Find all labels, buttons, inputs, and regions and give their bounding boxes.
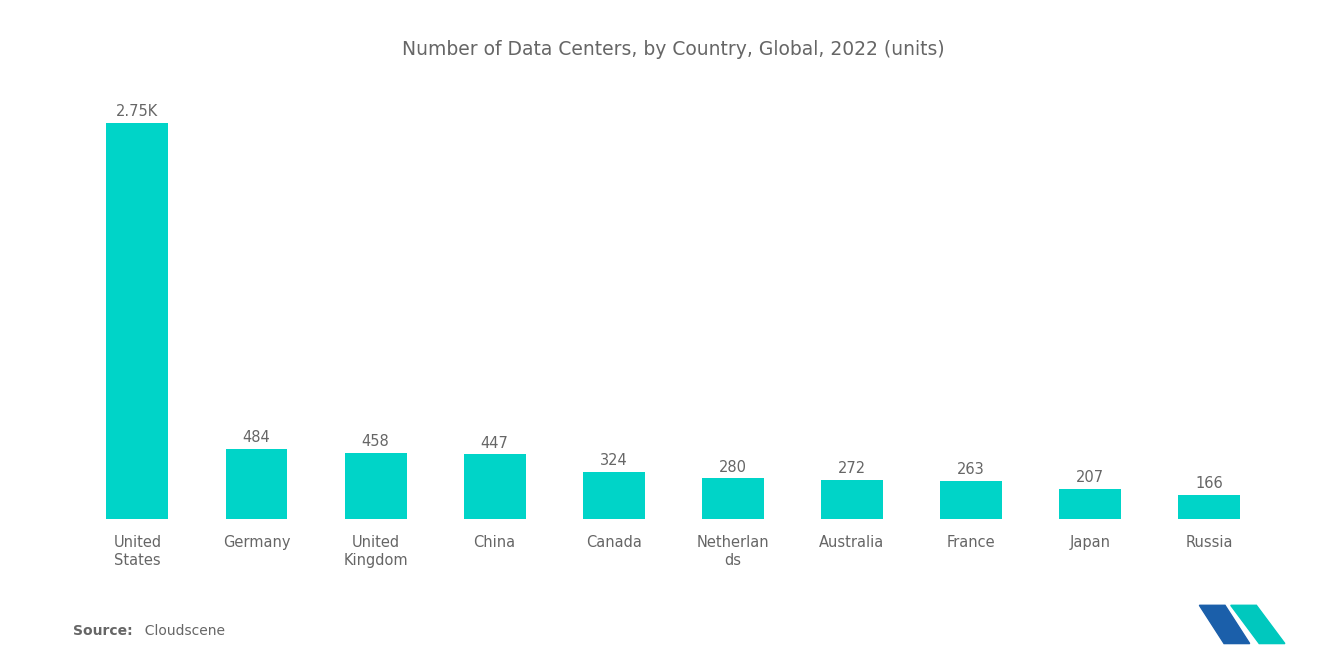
Text: 2.75K: 2.75K <box>116 104 158 120</box>
Text: 484: 484 <box>243 430 271 446</box>
Text: 458: 458 <box>362 434 389 449</box>
Bar <box>821 479 883 519</box>
Bar <box>1059 489 1121 519</box>
Bar <box>226 449 288 519</box>
Polygon shape <box>1230 605 1284 644</box>
Text: 272: 272 <box>838 461 866 476</box>
Bar <box>345 453 407 519</box>
Text: 324: 324 <box>599 454 627 468</box>
Text: 280: 280 <box>718 460 747 475</box>
Text: 447: 447 <box>480 436 508 451</box>
Text: 166: 166 <box>1195 476 1222 491</box>
Text: 263: 263 <box>957 462 985 477</box>
Bar <box>107 123 169 519</box>
Text: Source:: Source: <box>73 624 132 638</box>
Bar <box>582 472 644 519</box>
Text: 207: 207 <box>1076 470 1104 485</box>
Bar <box>940 481 1002 519</box>
Text: Cloudscene: Cloudscene <box>136 624 224 638</box>
Polygon shape <box>1200 605 1250 644</box>
Title: Number of Data Centers, by Country, Global, 2022 (units): Number of Data Centers, by Country, Glob… <box>401 40 945 59</box>
Bar <box>1177 495 1239 519</box>
Bar <box>702 478 764 519</box>
Bar <box>463 454 525 519</box>
